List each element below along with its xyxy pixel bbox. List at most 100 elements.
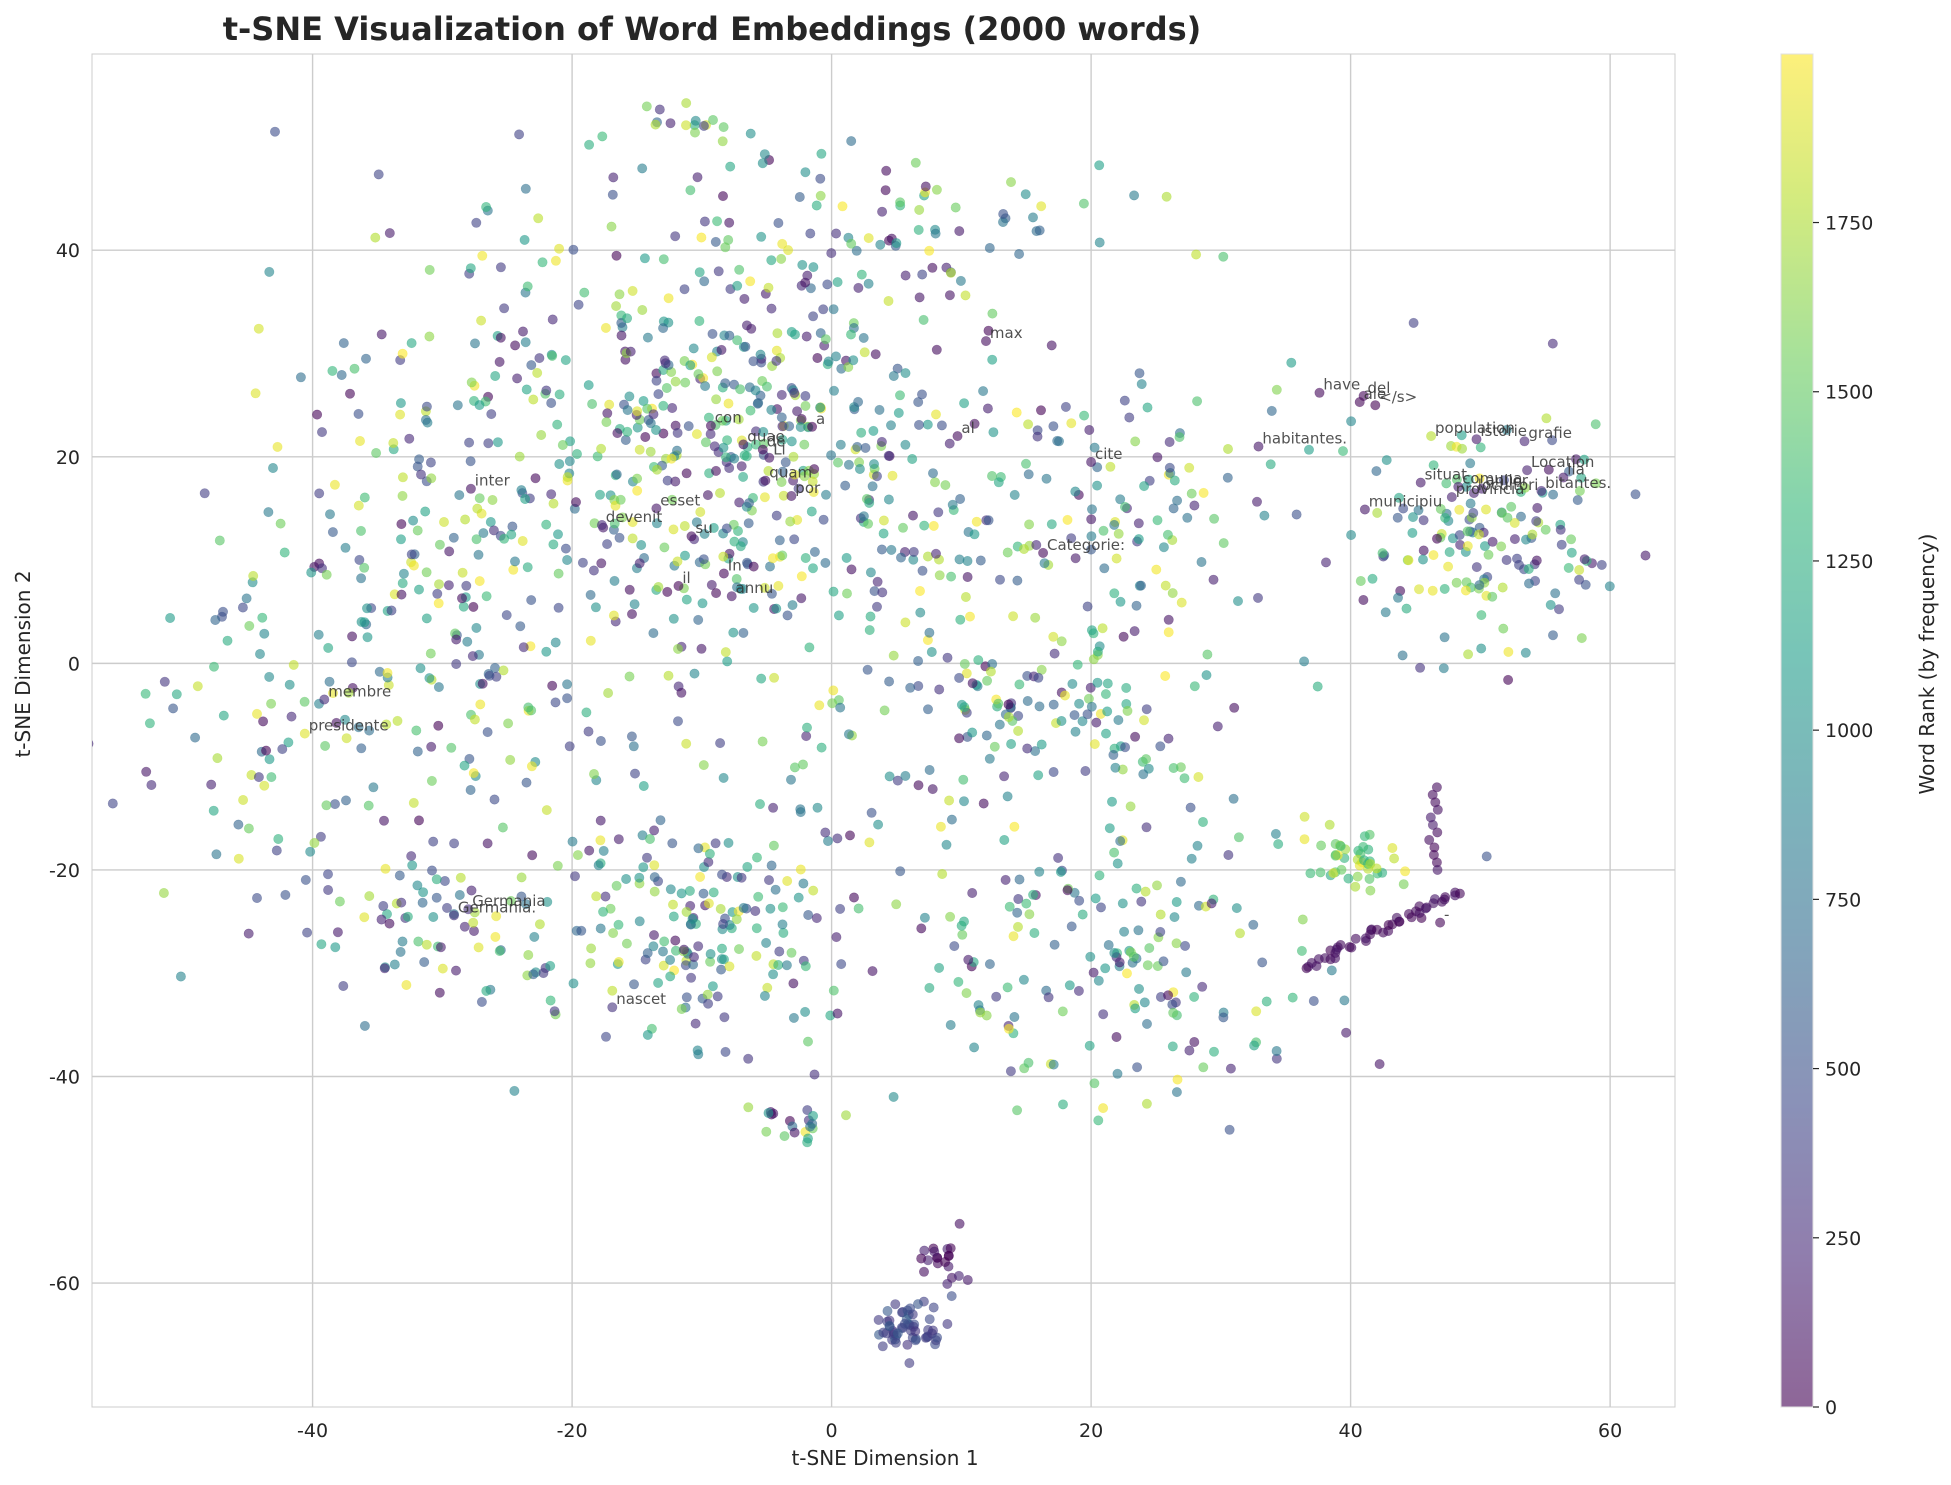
scatter-point — [1439, 632, 1450, 643]
scatter-point — [1574, 564, 1585, 575]
scatter-point — [871, 601, 882, 612]
scatter-point — [168, 703, 179, 714]
scatter-point — [441, 902, 452, 913]
scatter-point — [627, 533, 638, 544]
scatter-point — [1391, 912, 1402, 923]
scatter-point — [1155, 909, 1166, 920]
scatter-point — [823, 356, 834, 367]
scatter-point — [954, 554, 965, 565]
scatter-point — [520, 493, 531, 504]
scatter-point — [1558, 472, 1569, 483]
scatter-point — [679, 550, 690, 561]
scatter-point — [458, 601, 469, 612]
scatter-point — [1440, 512, 1451, 523]
scatter-point — [600, 322, 611, 333]
scatter-point — [789, 534, 800, 545]
scatter-point — [662, 586, 673, 597]
scatter-point — [920, 181, 931, 192]
scatter-point — [1415, 662, 1426, 673]
scatter-point — [969, 418, 980, 429]
scatter-point — [880, 185, 891, 196]
scatter-point — [743, 518, 754, 529]
scatter-point — [651, 375, 662, 386]
scatter-point — [933, 507, 944, 518]
scatter-point — [718, 568, 729, 579]
scatter-point — [1308, 995, 1319, 1006]
scatter-point — [1287, 992, 1298, 1003]
scatter-point — [471, 622, 482, 633]
scatter-point — [596, 558, 607, 569]
scatter-point — [773, 218, 784, 229]
scatter-point — [924, 982, 935, 993]
scatter-point — [929, 1246, 940, 1257]
scatter-point — [564, 456, 575, 467]
scatter-point — [1541, 413, 1552, 424]
scatter-point — [686, 531, 697, 542]
scatter-point — [560, 543, 571, 554]
scatter-point — [1024, 519, 1035, 530]
scatter-point — [684, 885, 695, 896]
scatter-point — [832, 457, 843, 468]
scatter-point — [380, 863, 391, 874]
scatter-point — [469, 714, 480, 725]
scatter-point — [1181, 967, 1192, 978]
scatter-point — [1343, 873, 1354, 884]
scatter-point — [893, 407, 904, 418]
scatter-point — [622, 426, 633, 437]
scatter-point — [1444, 547, 1455, 558]
scatter-point — [1014, 249, 1025, 260]
y-tick-label: -60 — [49, 1273, 80, 1295]
scatter-point — [600, 1031, 611, 1042]
scatter-point — [1514, 559, 1525, 570]
scatter-point — [434, 539, 445, 550]
scatter-point — [473, 942, 484, 953]
scatter-point — [768, 840, 779, 851]
scatter-point — [546, 397, 557, 408]
scatter-point — [840, 1110, 851, 1121]
scatter-point — [863, 233, 874, 244]
scatter-point — [1509, 534, 1520, 545]
scatter-point — [424, 331, 435, 342]
scatter-point — [886, 544, 897, 555]
scatter-point — [1033, 672, 1044, 683]
word-label: cite — [1095, 445, 1123, 463]
scatter-point — [1431, 782, 1442, 793]
word-label: inter — [475, 472, 511, 490]
scatter-point — [510, 340, 521, 351]
word-label: municipiu — [1369, 492, 1442, 510]
scatter-point — [586, 943, 597, 954]
scatter-point — [1497, 582, 1508, 593]
scatter-point — [702, 989, 713, 1000]
scatter-point — [1196, 556, 1207, 567]
scatter-point — [1273, 839, 1284, 850]
scatter-point — [1129, 626, 1140, 637]
scatter-point — [676, 687, 687, 698]
scatter-point — [313, 629, 324, 640]
scatter-point — [776, 389, 787, 400]
scatter-point — [1520, 482, 1531, 493]
scatter-point — [720, 452, 731, 463]
scatter-point — [550, 255, 561, 266]
scatter-point — [611, 250, 622, 261]
colorbar-tick-label: 750 — [1825, 889, 1861, 911]
scatter-point — [465, 456, 476, 467]
scatter-point — [1176, 597, 1187, 608]
scatter-point — [622, 405, 633, 416]
scatter-point — [742, 861, 753, 872]
scatter-point — [1141, 1098, 1152, 1109]
scatter-point — [550, 697, 561, 708]
scatter-point — [1086, 456, 1097, 467]
scatter-point — [498, 665, 509, 676]
scatter-point — [919, 520, 930, 531]
scatter-point — [1192, 840, 1203, 851]
scatter-point — [1003, 699, 1014, 710]
word-label: de — [767, 433, 786, 451]
scatter-point — [961, 668, 972, 679]
scatter-point — [1122, 968, 1133, 979]
scatter-point — [1086, 514, 1097, 525]
scatter-point — [499, 303, 510, 314]
scatter-point — [800, 167, 811, 178]
scatter-point — [1022, 695, 1033, 706]
